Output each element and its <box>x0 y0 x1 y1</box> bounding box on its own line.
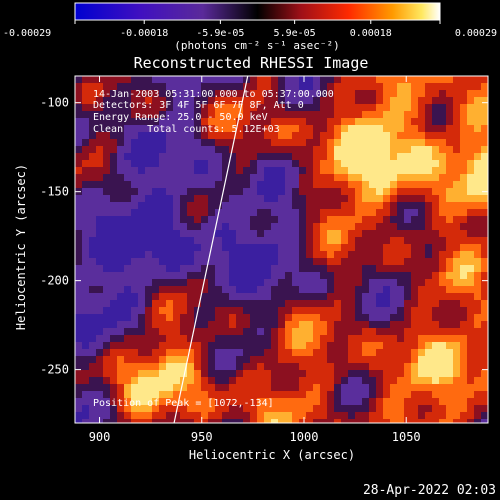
colorbar-tick-label: 5.9e-05 <box>274 28 316 39</box>
colorbar-tick-label: -5.9e-05 <box>196 28 244 39</box>
plot-frame <box>74 75 489 424</box>
x-tick-label: 1050 <box>392 430 421 444</box>
annotations: 14-Jan-2003 05:31:00.000 to 05:37:00.000… <box>93 89 334 409</box>
axis-ticks: 900 950 1000 1050 -100 -150 -200 -250 <box>40 76 488 444</box>
x-tick-label: 950 <box>191 430 213 444</box>
annotation-peak: Position of Peak = [1072,-134] <box>93 398 274 409</box>
x-tick-label: 1000 <box>290 430 319 444</box>
chart-title: Reconstructed RHESSI Image <box>134 54 369 72</box>
colorbar-tick-label: 0.00029 <box>455 28 497 39</box>
y-axis-label: Heliocentric Y (arcsec) <box>14 164 28 330</box>
colorbar-unit-label: (photons cm⁻² s⁻¹ asec⁻²) <box>174 39 340 52</box>
colorbar <box>74 2 441 21</box>
y-tick-label: -200 <box>40 274 69 288</box>
y-tick-label: -150 <box>40 185 69 199</box>
annotation-time: 14-Jan-2003 05:31:00.000 to 05:37:00.000 <box>93 89 334 100</box>
y-tick-label: -250 <box>40 363 69 377</box>
colorbar-tick-label: -0.00029 <box>3 28 51 39</box>
colorbar-ticks: -0.00029 -0.00018 -5.9e-05 5.9e-05 0.00018 0.… <box>3 20 497 39</box>
x-tick-label: 900 <box>89 430 111 444</box>
colorbar-tick-label: -0.00018 <box>120 28 168 39</box>
annotation-energy: Energy Range: 25.0 - 50.0 keV <box>93 112 268 123</box>
solar-limb-line <box>173 76 249 423</box>
heatmap-image <box>75 76 488 423</box>
annotation-method: Clean Total counts: 5.12E+03 <box>93 124 280 135</box>
x-axis-label: Heliocentric X (arcsec) <box>189 448 355 462</box>
y-tick-label: -100 <box>40 96 69 110</box>
annotation-detectors: Detectors: 3F 4F 5F 6F 7F 8F, Att 0 <box>93 100 304 111</box>
date-stamp: 28-Apr-2022 02:03 <box>363 483 496 498</box>
colorbar-tick-label: 0.00018 <box>350 28 392 39</box>
